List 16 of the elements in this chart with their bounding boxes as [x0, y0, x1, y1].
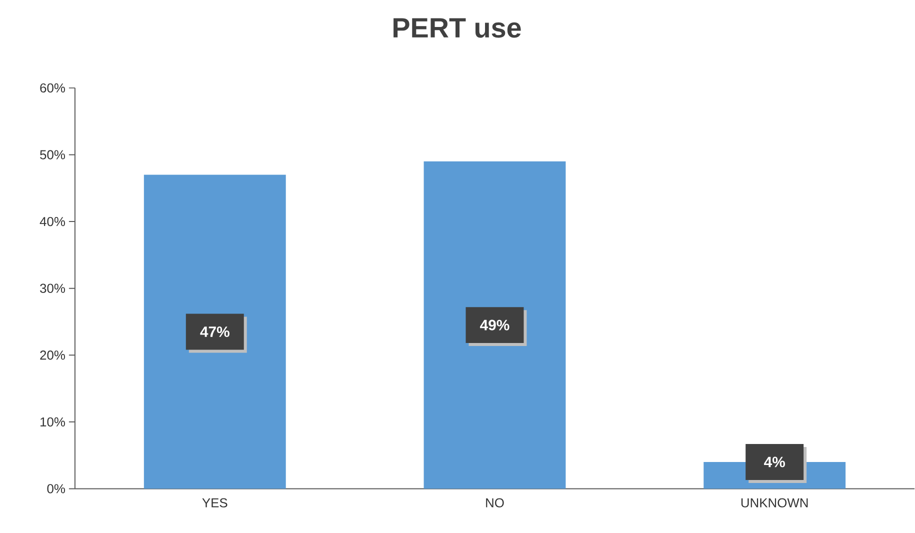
y-tick-label: 20%: [40, 350, 65, 360]
y-tick-label: 50%: [40, 150, 65, 160]
y-tick-label: 10%: [40, 417, 65, 427]
x-tick-label: NO: [486, 498, 504, 508]
bar: [144, 174, 286, 489]
data-label: 47%: [200, 326, 230, 338]
data-label: 4%: [764, 456, 785, 468]
x-tick-label: YES: [202, 498, 228, 508]
x-tick-label: UNKNOWN: [741, 498, 808, 508]
chart-title: PERT use: [394, 18, 521, 38]
y-tick-label: 60%: [40, 83, 65, 93]
data-label: 49%: [480, 320, 510, 330]
y-tick-label: 40%: [40, 217, 65, 226]
y-tick-label: 30%: [40, 284, 65, 294]
bar: [424, 162, 566, 489]
y-tick-label: 0%: [47, 484, 65, 494]
